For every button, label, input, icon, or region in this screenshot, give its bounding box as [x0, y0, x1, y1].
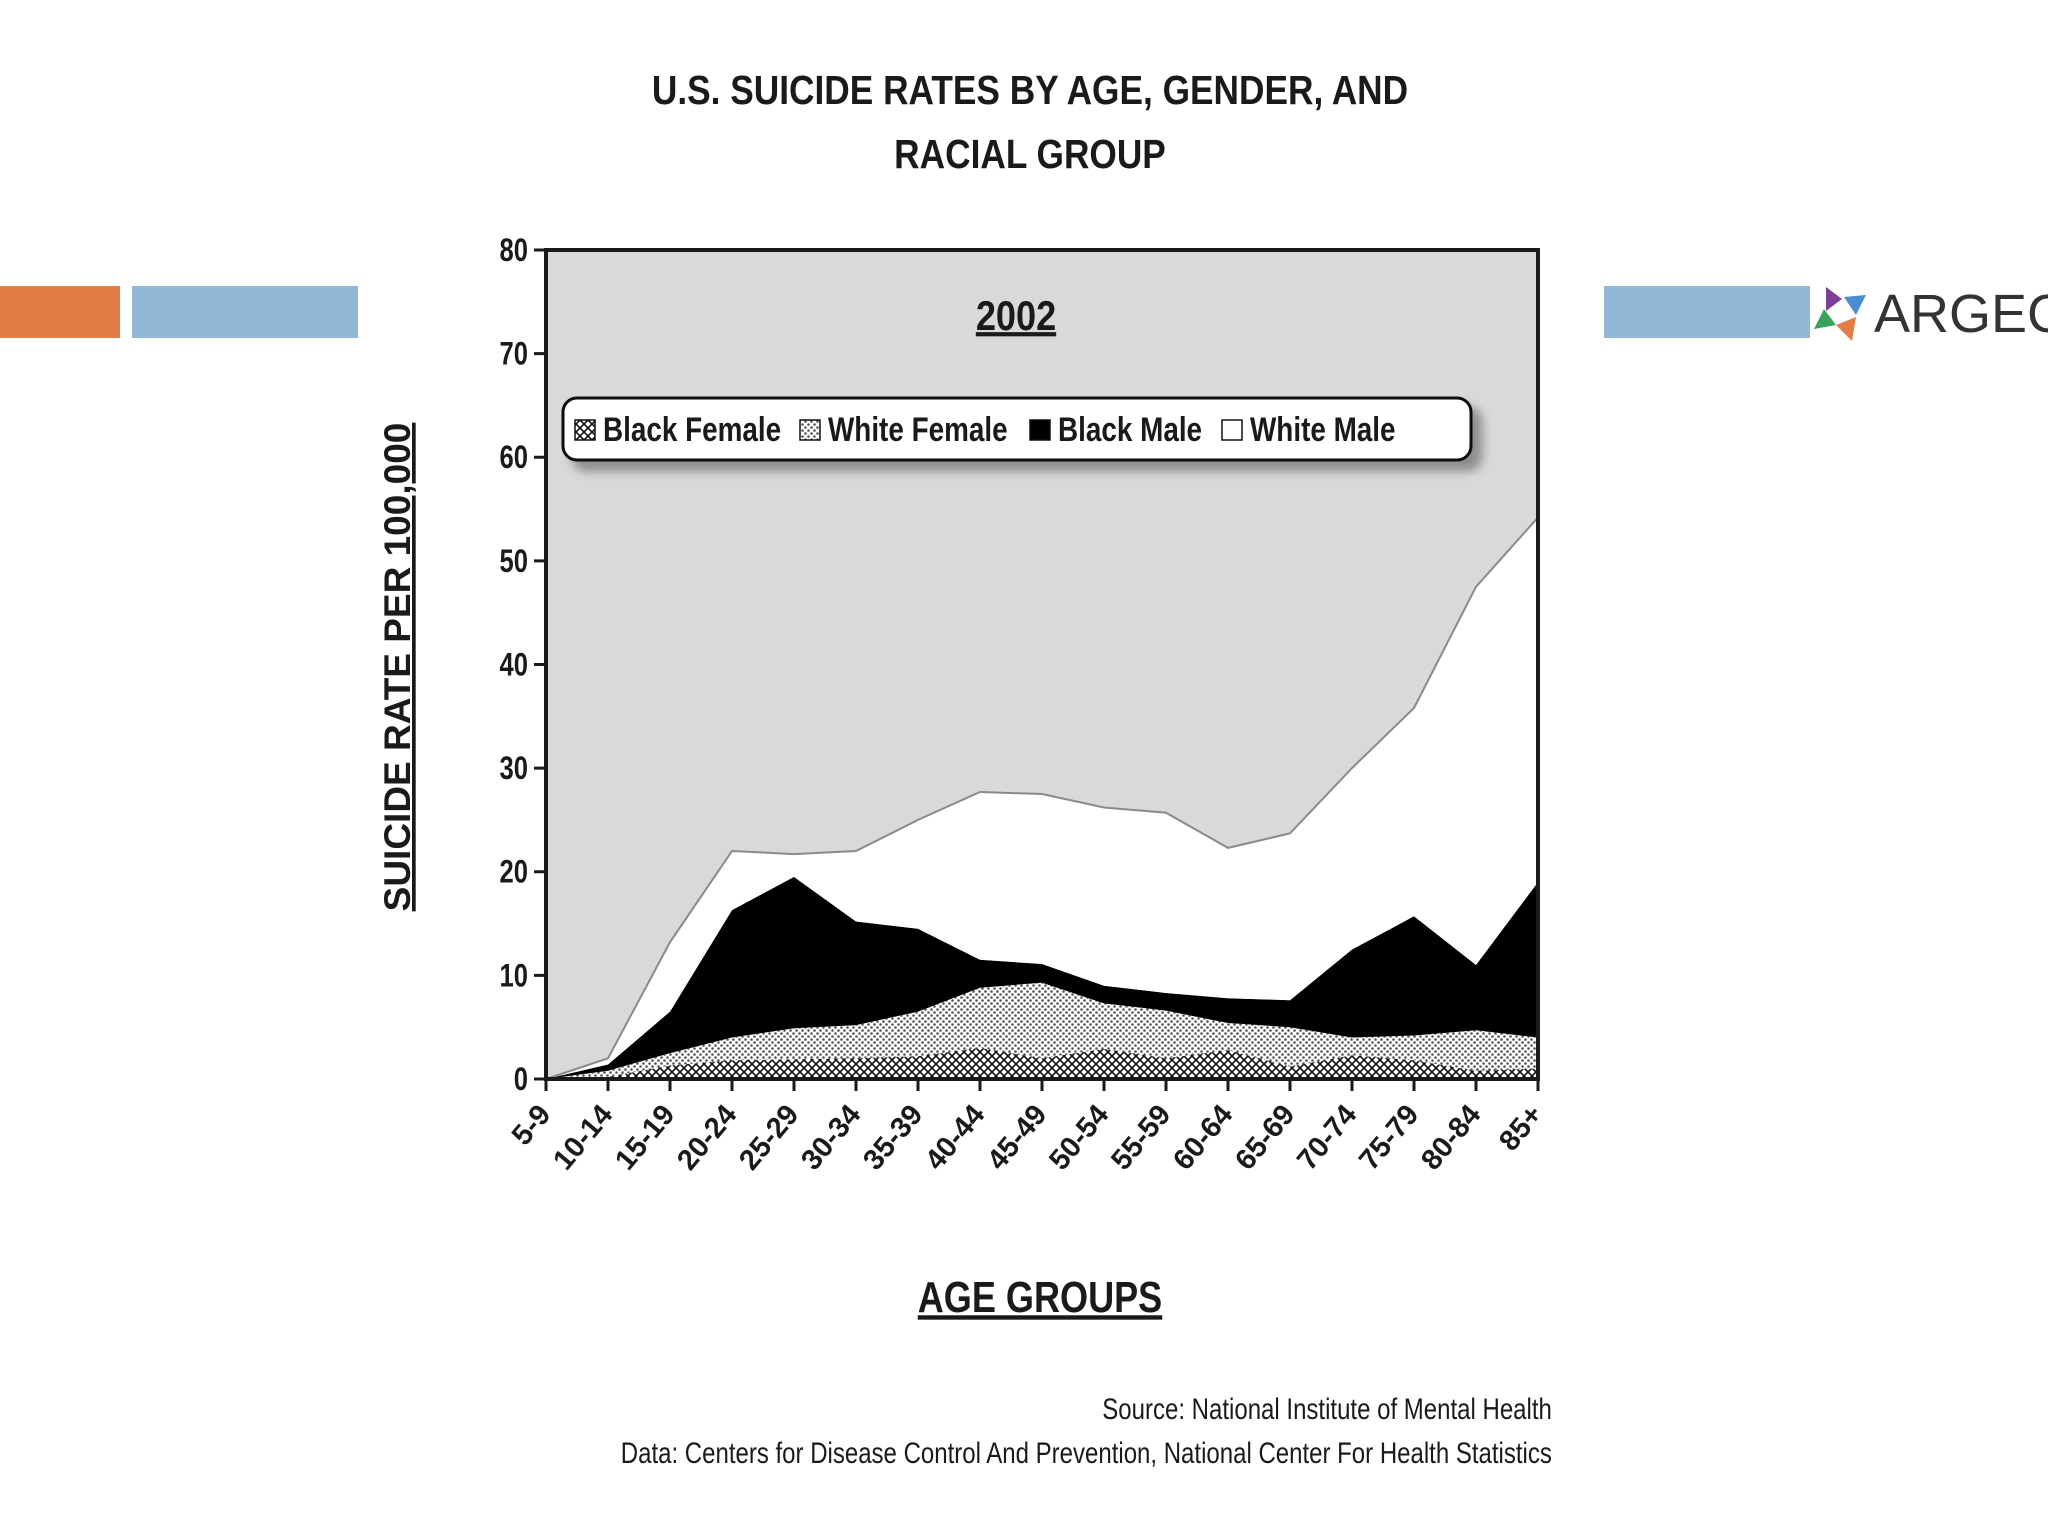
x-tick-label: 70-74	[1291, 1099, 1363, 1176]
area-white-female	[546, 982, 1538, 1079]
y-tick-label: 10	[500, 959, 528, 994]
x-tick-label: 55-59	[1105, 1099, 1177, 1176]
x-tick-label: 15-19	[609, 1099, 681, 1176]
blue-accent-bar-left	[132, 286, 358, 338]
argec-logo: ARGEC	[1812, 282, 2048, 346]
source-line-2: Data: Centers for Disease Control And Pr…	[620, 1437, 1552, 1470]
legend-label: Black Female	[603, 410, 781, 448]
x-tick-label: 25-29	[733, 1099, 805, 1176]
x-tick-label: 40-44	[919, 1099, 991, 1176]
x-tick-label: 5-9	[506, 1099, 557, 1152]
y-tick-label: 60	[500, 441, 528, 476]
x-tick-label: 45-49	[981, 1099, 1053, 1176]
top-outline	[545, 516, 1539, 1080]
y-tick-label: 40	[500, 648, 528, 683]
x-tick-label: 50-54	[1043, 1099, 1115, 1176]
legend-swatch	[574, 419, 596, 441]
blue-accent-bar-right	[1604, 286, 1810, 338]
legend-label: White Male	[1250, 410, 1396, 448]
x-tick-label: 10-14	[547, 1099, 619, 1176]
x-tick-label: 20-24	[671, 1099, 743, 1176]
series-areas	[546, 517, 1538, 1079]
chart-subtitle: 2002	[976, 294, 1056, 340]
x-tick-label: 85+	[1493, 1099, 1549, 1157]
x-tick-label: 65-69	[1229, 1099, 1301, 1176]
legend-swatch	[1221, 419, 1243, 441]
x-tick-label: 35-39	[857, 1099, 929, 1176]
argec-star-icon	[1814, 287, 1866, 341]
x-tick-label: 30-34	[795, 1099, 867, 1176]
x-tick-label: 60-64	[1167, 1099, 1239, 1176]
x-axis-label: AGE GROUPS	[918, 1273, 1162, 1322]
area-black-male	[546, 876, 1538, 1079]
orange-accent-bar	[0, 286, 120, 338]
source-line-1: Source: National Institute of Mental Hea…	[1102, 1393, 1552, 1426]
y-tick-label: 0	[514, 1062, 528, 1097]
y-axis: 0 10 20 30 40 50 60 70 80	[500, 233, 546, 1098]
y-tick-label: 70	[500, 337, 528, 372]
legend: Black Female White Female Black Male White …	[561, 396, 1473, 462]
legend-swatch	[799, 419, 821, 441]
y-axis-label: SUICIDE RATE PER 100,000	[377, 423, 418, 912]
area-white-male	[546, 517, 1538, 1079]
legend-label: White Female	[828, 410, 1008, 448]
y-tick-label: 80	[500, 233, 528, 268]
logo-text: ARGEC	[1874, 284, 2048, 344]
legend-box	[561, 396, 1473, 462]
legend-label: Black Male	[1058, 410, 1202, 448]
chart-title: U.S. SUICIDE RATES BY AGE, GENDER, AND R…	[651, 67, 1409, 177]
area-black-female	[546, 1047, 1538, 1079]
x-axis: 5-910-1415-1920-2425-2930-3435-3940-4445…	[506, 1079, 1549, 1176]
legend-swatch	[1029, 419, 1051, 441]
y-tick-label: 20	[500, 855, 528, 890]
y-tick-label: 30	[500, 752, 528, 787]
x-tick-label: 80-84	[1415, 1099, 1487, 1176]
x-tick-label: 75-79	[1353, 1099, 1425, 1176]
source-citation: Source: National Institute of Mental Hea…	[621, 1388, 1552, 1476]
y-tick-label: 50	[500, 544, 528, 579]
